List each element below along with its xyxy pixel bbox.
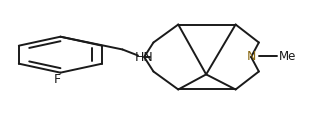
Text: F: F [54,72,61,85]
Text: N: N [246,50,256,63]
Text: HN: HN [135,51,153,64]
Text: Me: Me [279,50,296,63]
